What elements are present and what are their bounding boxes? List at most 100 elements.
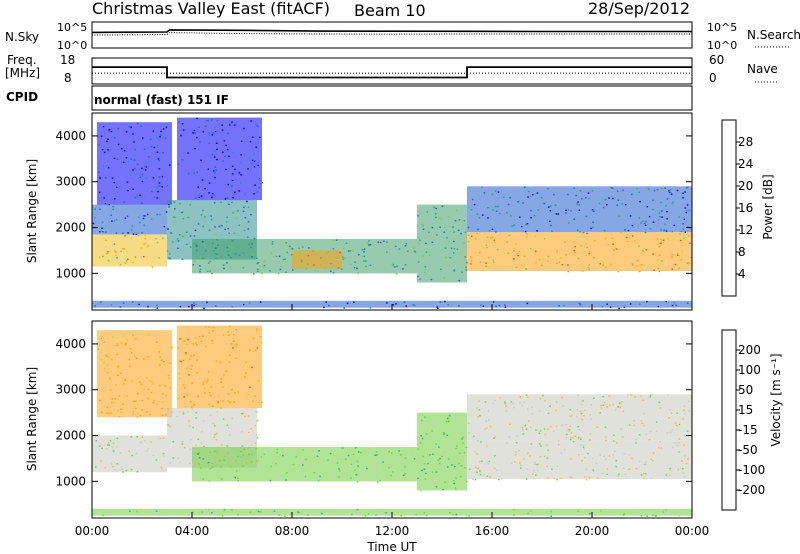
velocity-echo-cell bbox=[95, 439, 98, 442]
velocity-echo-cell bbox=[453, 480, 455, 482]
power-echo-cell bbox=[125, 157, 128, 159]
power-echo-cell bbox=[608, 197, 610, 199]
velocity-echo-cell bbox=[245, 372, 247, 374]
velocity-echo-cell bbox=[347, 466, 349, 468]
power-echo-cell bbox=[496, 248, 499, 251]
velocity-echo-cell bbox=[114, 469, 116, 471]
power-echo-cell bbox=[463, 242, 465, 244]
power-echo-cell bbox=[158, 176, 161, 178]
velocity-echo-cell bbox=[648, 439, 651, 441]
velocity-echo-cell bbox=[640, 420, 643, 422]
power-echo-cell bbox=[657, 267, 660, 269]
velocity-echo-cell bbox=[544, 433, 547, 436]
power-echo-cell bbox=[444, 300, 446, 303]
velocity-echo-cell bbox=[108, 444, 111, 446]
power-echo-cell bbox=[453, 240, 455, 243]
power-echo-cell bbox=[269, 270, 271, 272]
velocity-echo-cell bbox=[659, 441, 661, 443]
power-echo-cell bbox=[445, 256, 447, 259]
power-echo-fill bbox=[92, 234, 167, 267]
power-echo-cell bbox=[658, 245, 661, 248]
power-echo-cell bbox=[439, 217, 441, 220]
power-echo-cell bbox=[137, 234, 140, 237]
nsky-line bbox=[91, 29, 692, 34]
power-echo-cell bbox=[147, 156, 150, 158]
velocity-echo-cell bbox=[195, 444, 197, 446]
power-echo-cell bbox=[573, 249, 576, 252]
power-echo-cell bbox=[224, 155, 226, 158]
velocity-echo-cell bbox=[147, 388, 149, 391]
nsearch-tick-top: 10^5 bbox=[707, 21, 737, 34]
power-y-axis-label: Slant Range [km] bbox=[25, 159, 39, 263]
power-echo-cell bbox=[659, 216, 662, 218]
power-echo-cell bbox=[123, 201, 126, 203]
velocity-echo-cell bbox=[549, 405, 551, 407]
velocity-echo-cell bbox=[244, 415, 246, 418]
power-echo-cell bbox=[233, 232, 236, 234]
power-echo-cell bbox=[214, 166, 217, 168]
velocity-echo-cell bbox=[200, 467, 202, 469]
power-echo-cell bbox=[161, 186, 163, 188]
velocity-echo-cell bbox=[513, 514, 515, 516]
power-echo-cell bbox=[671, 268, 673, 270]
velocity-echo-cell bbox=[589, 414, 591, 416]
nsky-label: N.Sky bbox=[5, 30, 39, 44]
velocity-echo-cell bbox=[338, 468, 340, 470]
velocity-echo-cell bbox=[130, 352, 133, 354]
power-echo-cell bbox=[550, 224, 552, 227]
velocity-echo-cell bbox=[159, 384, 161, 387]
velocity-echo-cell bbox=[688, 400, 690, 403]
power-echo-cell bbox=[196, 171, 198, 174]
velocity-echo-cell bbox=[633, 424, 636, 426]
velocity-echo-cell bbox=[576, 409, 579, 411]
power-echo-cell bbox=[215, 169, 218, 171]
velocity-echo-cell bbox=[494, 400, 496, 402]
velocity-colorbar-tick-label: 15 bbox=[738, 403, 753, 417]
velocity-echo-cell bbox=[213, 436, 216, 438]
power-echo-cell bbox=[657, 219, 660, 221]
velocity-echo-cell bbox=[256, 330, 258, 332]
power-echo-cell bbox=[132, 133, 134, 135]
velocity-echo-cell bbox=[521, 427, 524, 429]
velocity-echo-cell bbox=[150, 441, 152, 443]
power-echo-cell bbox=[325, 301, 327, 303]
power-echo-cell bbox=[524, 223, 527, 226]
power-echo-cell bbox=[602, 264, 604, 266]
velocity-echo-cell bbox=[229, 401, 232, 404]
velocity-echo-fill bbox=[97, 330, 172, 418]
power-echo-cell bbox=[155, 238, 157, 240]
power-echo-region bbox=[92, 204, 168, 235]
velocity-echo-cell bbox=[278, 456, 281, 458]
power-echo-cell bbox=[197, 186, 199, 188]
velocity-echo-cell bbox=[116, 446, 118, 448]
power-echo-cell bbox=[177, 240, 180, 242]
noise-strip-frame bbox=[91, 21, 693, 49]
power-echo-cell bbox=[162, 152, 164, 154]
velocity-echo-cell bbox=[167, 374, 170, 377]
velocity-echo-cell bbox=[518, 449, 520, 452]
velocity-echo-cell bbox=[469, 468, 471, 470]
velocity-echo-cell bbox=[181, 443, 184, 445]
velocity-echo-cell bbox=[423, 468, 426, 470]
velocity-echo-cell bbox=[438, 446, 440, 448]
velocity-echo-cell bbox=[209, 391, 211, 394]
velocity-echo-cell bbox=[645, 461, 647, 463]
power-echo-cell bbox=[482, 269, 484, 271]
power-echo-cell bbox=[579, 244, 582, 247]
velocity-echo-cell bbox=[550, 510, 552, 513]
power-echo-cell bbox=[612, 243, 614, 245]
velocity-echo-cell bbox=[188, 420, 190, 422]
velocity-echo-cell bbox=[119, 452, 122, 454]
power-echo-cell bbox=[291, 248, 294, 250]
power-echo-cell bbox=[199, 141, 201, 143]
velocity-echo-cell bbox=[160, 466, 163, 469]
velocity-echo-cell bbox=[167, 424, 169, 426]
power-echo-cell bbox=[212, 132, 214, 134]
power-echo-cell bbox=[261, 272, 263, 275]
velocity-echo-cell bbox=[212, 405, 214, 408]
power-echo-cell bbox=[665, 205, 667, 207]
velocity-echo-cell bbox=[510, 462, 513, 464]
velocity-echo-cell bbox=[643, 412, 645, 415]
velocity-echo-cell bbox=[115, 384, 117, 386]
power-echo-cell bbox=[231, 165, 234, 167]
